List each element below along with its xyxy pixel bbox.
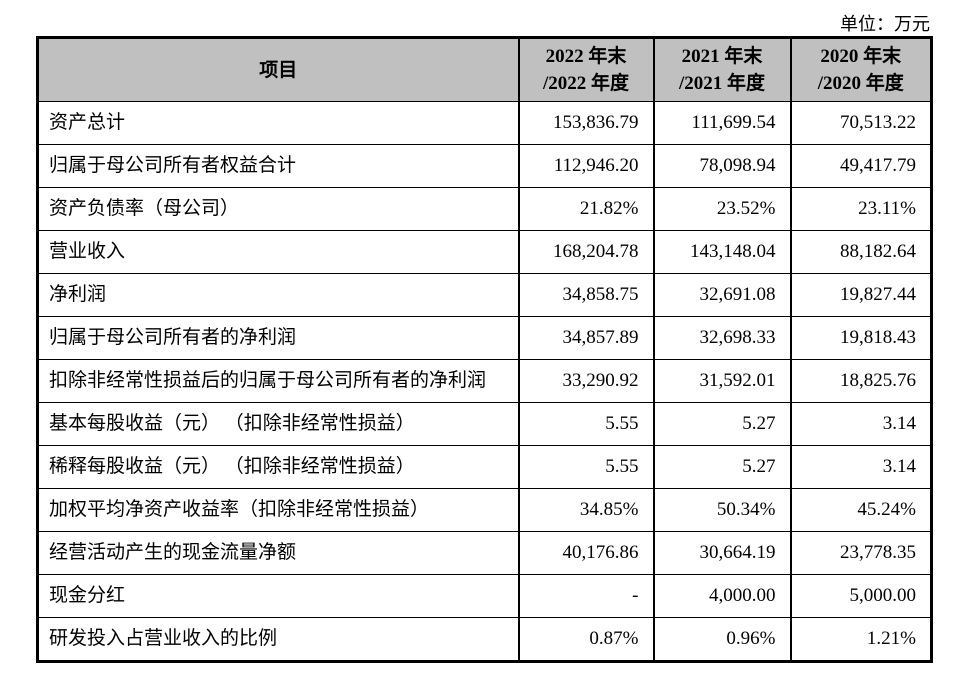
table-body: 资产总计 153,836.79 111,699.54 70,513.22 归属于… (36, 101, 933, 662)
cell-value: 3.14 (789, 402, 933, 446)
table-row: 稀释每股收益（元） （扣除非经常性损益） 5.55 5.27 3.14 (36, 445, 933, 489)
row-label: 基本每股收益（元） （扣除非经常性损益） (36, 402, 520, 446)
cell-value: 18,825.76 (789, 359, 933, 403)
table-header: 项目 2022 年末 /2022 年度 2021 年末 /2021 年度 202… (36, 37, 933, 102)
cell-value: 34.85% (517, 488, 655, 532)
table-row: 归属于母公司所有者的净利润 34,857.89 32,698.33 19,818… (36, 316, 933, 360)
header-year-2020: 2020 年末 /2020 年度 (789, 37, 933, 102)
header-item-column: 项目 (36, 37, 520, 102)
cell-value: 5.27 (652, 402, 792, 446)
table-row: 资产负债率（母公司） 21.82% 23.52% 23.11% (36, 187, 933, 231)
header-year-2021-line2: /2021 年度 (678, 73, 766, 94)
cell-value: 5.55 (517, 445, 655, 489)
row-label: 扣除非经常性损益后的归属于母公司所有者的净利润 (36, 359, 520, 403)
row-label: 归属于母公司所有者权益合计 (36, 144, 520, 188)
financial-summary-table: 项目 2022 年末 /2022 年度 2021 年末 /2021 年度 202… (36, 36, 933, 663)
table-row: 经营活动产生的现金流量净额 40,176.86 30,664.19 23,778… (36, 531, 933, 575)
cell-value: 34,857.89 (517, 316, 655, 360)
header-year-2020-line1: 2020 年末 (820, 46, 902, 67)
table-row: 净利润 34,858.75 32,691.08 19,827.44 (36, 273, 933, 317)
cell-value: 23.11% (789, 187, 933, 231)
header-year-2020-line2: /2020 年度 (817, 73, 904, 94)
cell-value: 0.87% (517, 617, 655, 662)
cell-value: 143,148.04 (652, 230, 792, 274)
cell-value: 49,417.79 (789, 144, 933, 188)
cell-value: 88,182.64 (789, 230, 933, 274)
header-item-label: 项目 (259, 59, 298, 81)
cell-value: 30,664.19 (652, 531, 792, 575)
cell-value: 4,000.00 (652, 574, 792, 618)
cell-value: 33,290.92 (517, 359, 655, 403)
row-label: 营业收入 (36, 230, 520, 274)
table-row: 基本每股收益（元） （扣除非经常性损益） 5.55 5.27 3.14 (36, 402, 933, 446)
row-label: 现金分红 (36, 574, 520, 618)
cell-value: 34,858.75 (517, 273, 655, 317)
cell-value: 19,827.44 (789, 273, 933, 317)
cell-value: 32,691.08 (652, 273, 792, 317)
row-label: 稀释每股收益（元） （扣除非经常性损益） (36, 445, 520, 489)
unit-label: 单位：万元 (840, 14, 930, 34)
cell-value: 78,098.94 (652, 144, 792, 188)
table-row: 加权平均净资产收益率（扣除非经常性损益） 34.85% 50.34% 45.24… (36, 488, 933, 532)
cell-value: 3.14 (789, 445, 933, 489)
header-year-2022-line2: /2022 年度 (542, 73, 630, 94)
cell-value: 31,592.01 (652, 359, 792, 403)
row-label: 归属于母公司所有者的净利润 (36, 316, 520, 360)
cell-value: 111,699.54 (652, 101, 792, 145)
row-label: 研发投入占营业收入的比例 (36, 617, 520, 662)
cell-value: 21.82% (517, 187, 655, 231)
cell-value: 45.24% (789, 488, 933, 532)
row-label: 加权平均净资产收益率（扣除非经常性损益） (36, 488, 520, 532)
row-label: 经营活动产生的现金流量净额 (36, 531, 520, 575)
row-label: 净利润 (36, 273, 520, 317)
header-year-2021: 2021 年末 /2021 年度 (652, 37, 792, 102)
cell-value: 5,000.00 (789, 574, 933, 618)
cell-value: 32,698.33 (652, 316, 792, 360)
cell-value: 112,946.20 (517, 144, 655, 188)
cell-value: 5.27 (652, 445, 792, 489)
cell-value: 23.52% (652, 187, 792, 231)
table-row: 研发投入占营业收入的比例 0.87% 0.96% 1.21% (36, 617, 933, 662)
cell-value: 40,176.86 (517, 531, 655, 575)
cell-value: 168,204.78 (517, 230, 655, 274)
header-row: 项目 2022 年末 /2022 年度 2021 年末 /2021 年度 202… (36, 37, 933, 102)
header-year-2021-line1: 2021 年末 (681, 46, 763, 67)
table-row: 扣除非经常性损益后的归属于母公司所有者的净利润 33,290.92 31,592… (36, 359, 933, 403)
cell-value: 5.55 (517, 402, 655, 446)
table-row: 归属于母公司所有者权益合计 112,946.20 78,098.94 49,41… (36, 144, 933, 188)
table-row: 现金分红 - 4,000.00 5,000.00 (36, 574, 933, 618)
financial-summary-section: 单位：万元 项目 2022 年末 /2022 年度 (36, 0, 933, 663)
cell-value: - (517, 574, 655, 618)
table-row: 营业收入 168,204.78 143,148.04 88,182.64 (36, 230, 933, 274)
cell-value: 1.21% (789, 617, 933, 662)
header-year-2022-line1: 2022 年末 (545, 46, 627, 67)
cell-value: 70,513.22 (789, 101, 933, 145)
cell-value: 50.34% (652, 488, 792, 532)
table-row: 资产总计 153,836.79 111,699.54 70,513.22 (36, 101, 933, 145)
cell-value: 23,778.35 (789, 531, 933, 575)
cell-value: 153,836.79 (517, 101, 655, 145)
row-label: 资产总计 (36, 101, 520, 145)
cell-value: 19,818.43 (789, 316, 933, 360)
header-year-2022: 2022 年末 /2022 年度 (517, 37, 655, 102)
cell-value: 0.96% (652, 617, 792, 662)
row-label: 资产负债率（母公司） (36, 187, 520, 231)
